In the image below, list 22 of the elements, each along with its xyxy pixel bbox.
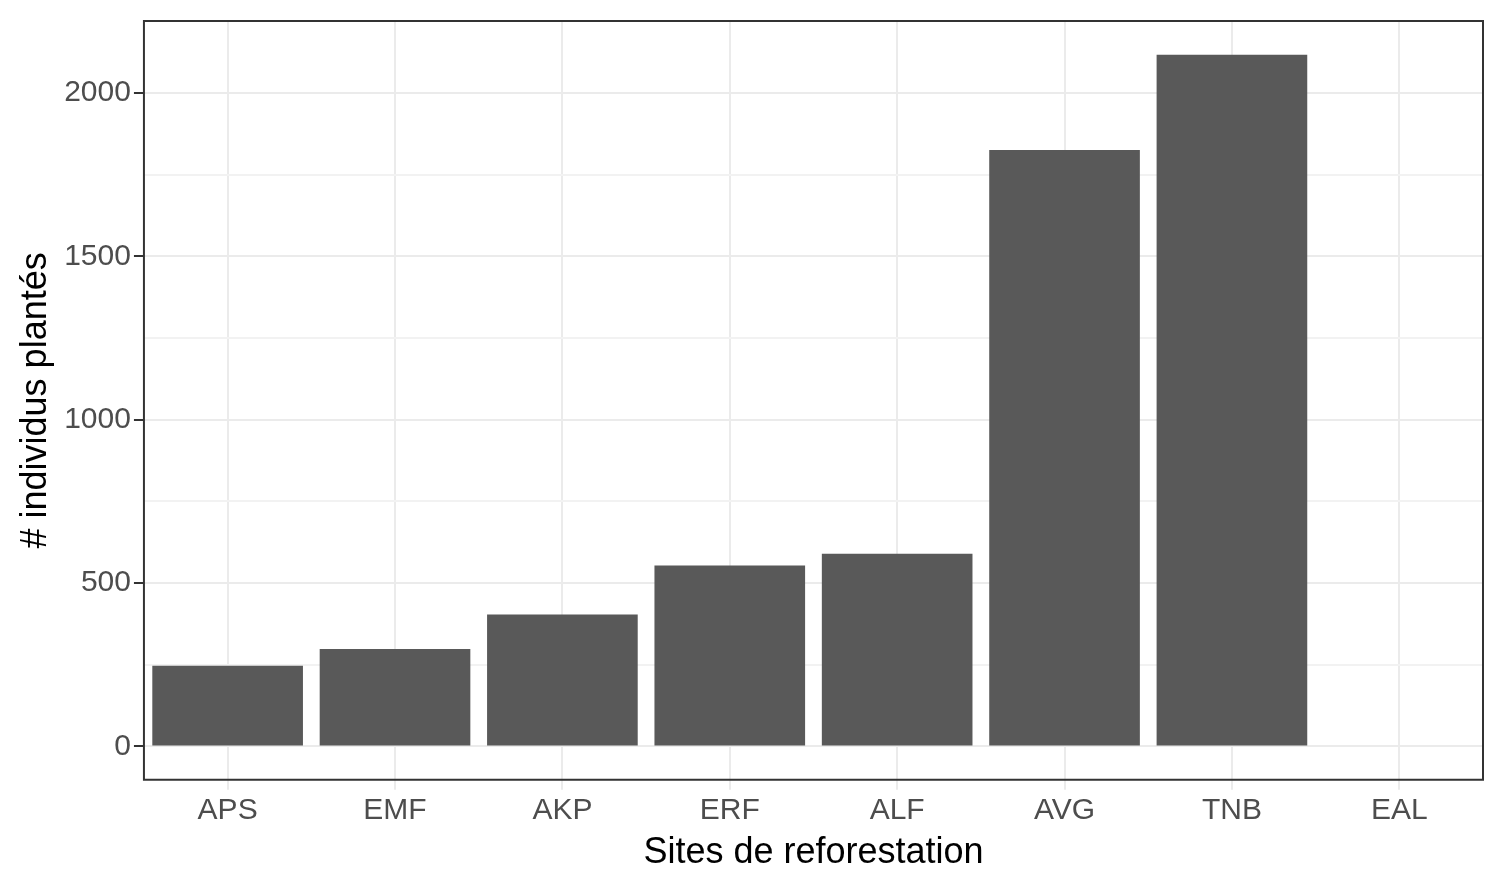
- bar: [989, 150, 1140, 746]
- y-tick-label: 2000: [64, 74, 131, 108]
- x-tick-label: AKP: [532, 792, 593, 826]
- y-axis-title: # individus plantés: [12, 252, 54, 549]
- bar: [821, 553, 973, 746]
- x-axis-title: Sites de reforestation: [643, 830, 984, 872]
- bar: [319, 649, 471, 746]
- x-tick-label: EMF: [363, 792, 427, 826]
- bar: [152, 665, 303, 746]
- x-tick-label: APS: [197, 792, 258, 826]
- bar: [654, 565, 806, 746]
- y-tick-label: 0: [114, 727, 131, 761]
- bar: [1156, 54, 1308, 746]
- x-tick-label: TNB: [1201, 792, 1262, 826]
- x-tick-label: ERF: [699, 792, 760, 826]
- y-tick-label: 1500: [64, 237, 131, 271]
- bar: [487, 614, 638, 746]
- x-tick-label: EAL: [1370, 792, 1428, 826]
- x-tick-label: AVG: [1033, 792, 1096, 826]
- x-tick-label: ALF: [869, 792, 925, 826]
- y-tick-label: 500: [80, 564, 131, 598]
- y-tick-label: 1000: [64, 400, 131, 434]
